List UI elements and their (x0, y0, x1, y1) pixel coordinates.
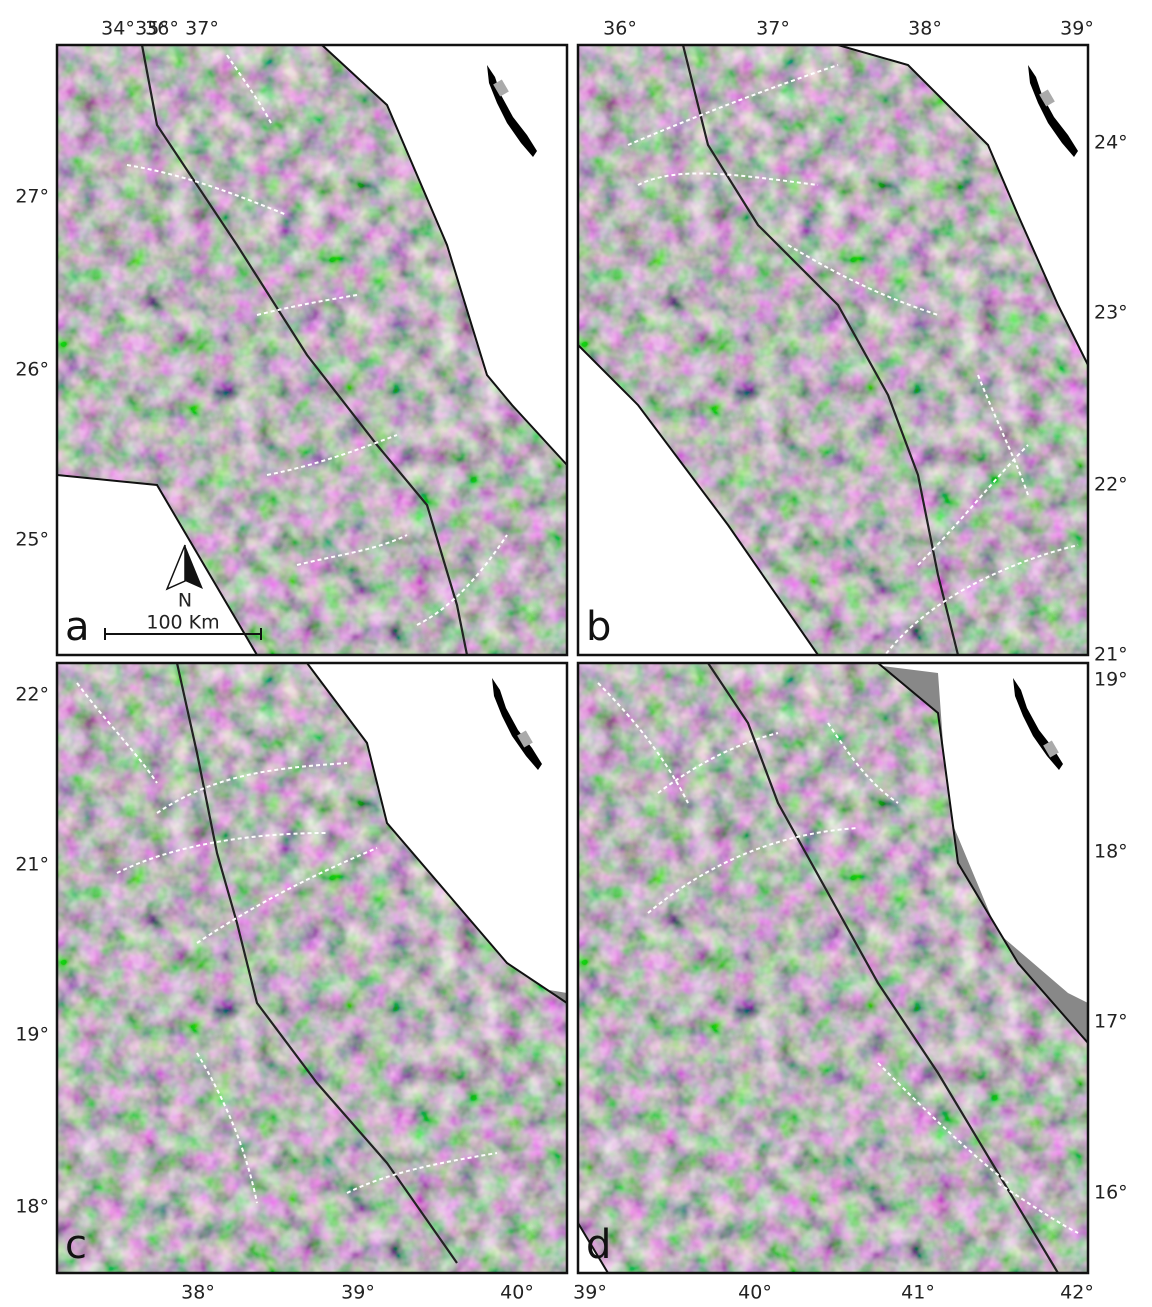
top-coordinate-label: 37° (756, 18, 790, 40)
right-coordinate-label: 16° (1094, 1182, 1128, 1204)
bottom-coordinate-label: 39° (573, 1282, 607, 1304)
right-coordinate-label: 23° (1094, 302, 1128, 324)
map-panel: c 22° 21° 19° 18° 38° 39° 40° (15, 663, 567, 1304)
top-coordinate-label: 36° (145, 18, 179, 40)
top-coordinate-label: 34° (101, 18, 135, 40)
left-coordinate-label: 21° (15, 854, 49, 876)
right-coordinate-label: 21° (1094, 644, 1128, 666)
figure: a34°35°36°37°27°26°25°N100 Kmb36°37°38°3… (0, 0, 1152, 1307)
right-coordinate-label: 22° (1094, 474, 1128, 496)
scale-label: 100 Km (146, 612, 219, 634)
panel-letter: d (586, 1222, 611, 1268)
left-coordinate-label: 22° (15, 684, 49, 706)
right-coordinate-label: 17° (1094, 1011, 1128, 1033)
top-coordinate-label: 38° (908, 18, 942, 40)
panel-letter: b (586, 604, 611, 650)
right-coordinate-label: 19° (1094, 669, 1128, 691)
top-coordinate-label: 39° (1060, 18, 1094, 40)
top-coordinate-label: 36° (603, 18, 637, 40)
right-coordinate-label: 24° (1094, 132, 1128, 154)
map-panel: d 19° 18° 17° 16° 39° 40° 41° 42° (573, 663, 1128, 1304)
bottom-coordinate-label: 40° (500, 1282, 534, 1304)
north-label: N (178, 590, 192, 612)
panel-letter: c (65, 1222, 87, 1268)
left-coordinate-label: 27° (15, 186, 49, 208)
bottom-coordinate-label: 38° (181, 1282, 215, 1304)
left-coordinate-label: 26° (15, 359, 49, 381)
bottom-coordinate-label: 39° (341, 1282, 375, 1304)
left-coordinate-label: 19° (15, 1024, 49, 1046)
left-coordinate-label: 18° (15, 1196, 49, 1218)
left-coordinate-label: 25° (15, 529, 49, 551)
bottom-coordinate-label: 40° (738, 1282, 772, 1304)
right-coordinate-label: 18° (1094, 841, 1128, 863)
bottom-coordinate-label: 41° (901, 1282, 935, 1304)
map-panel: b 36° 37° 38° 39° 24° 23° 22° 21° (578, 18, 1128, 666)
panel-letter: a (65, 604, 90, 650)
top-coordinate-label: 37° (185, 18, 219, 40)
bottom-coordinate-label: 42° (1060, 1282, 1094, 1304)
